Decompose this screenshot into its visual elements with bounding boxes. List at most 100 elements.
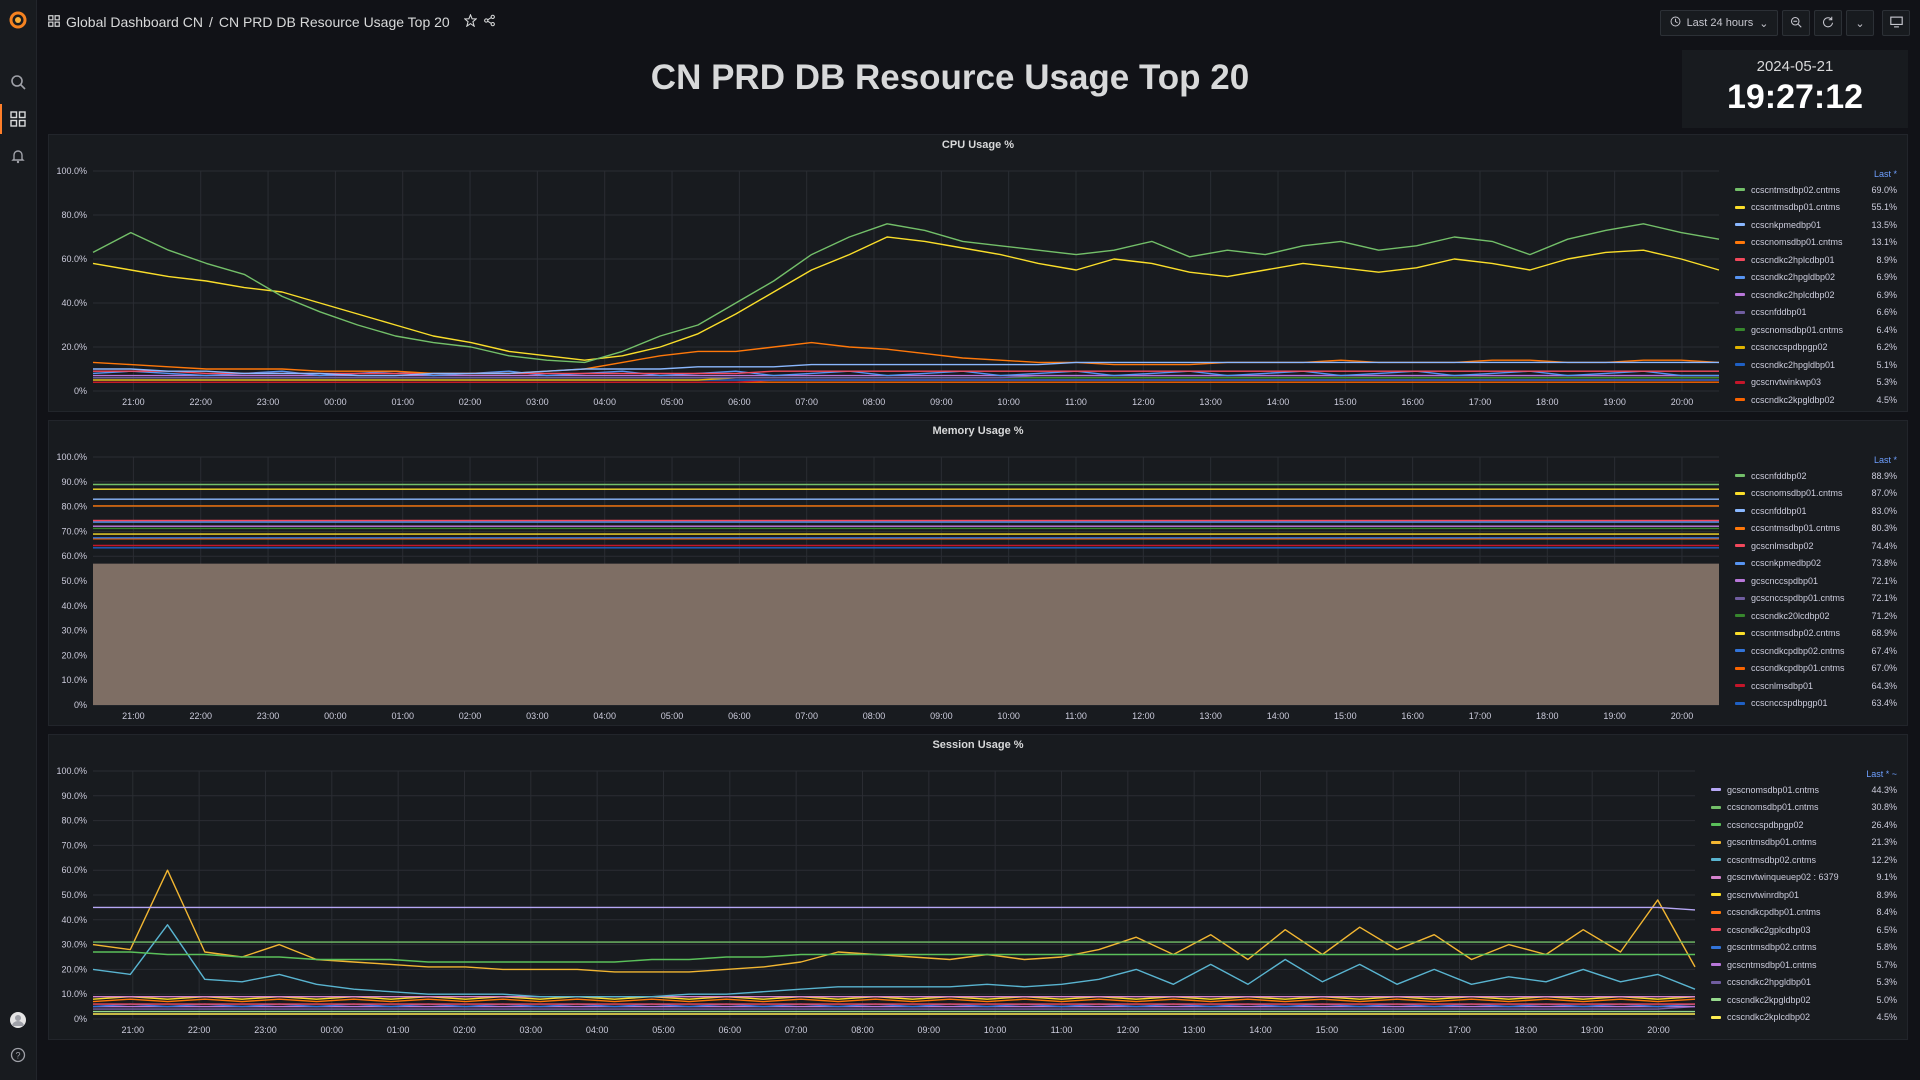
bell-icon[interactable] [6,144,30,168]
session-usage-panel[interactable]: Session Usage % 0% 10.0% 20.0% 30.0% 40.0% 50… [48,734,1908,1040]
legend-last-value: 8.9% [1876,889,1897,900]
session-usage-chart[interactable]: 0% 10.0% 20.0% 30.0% 40.0% 50.0% 60.0% 70.0% 80.… [49,763,1705,1039]
y-tick-label: 0% [74,700,87,710]
legend-item[interactable]: ccscndkc2kpgldbp02 5.0% [1711,991,1901,1009]
series-line[interactable] [93,370,1719,375]
series-line[interactable] [92,998,1696,1003]
legend-item[interactable]: ccscnccspdbpgp02 6.2% [1735,339,1901,357]
x-tick-label: 04:00 [586,1025,609,1035]
legend-item[interactable]: ccscndkcpdbp02.cntms 67.4% [1735,642,1901,660]
x-tick-label: 15:00 [1316,1025,1339,1035]
legend-item[interactable]: gcscnvtwinrdbp01 8.9% [1711,886,1901,904]
chevron-down-icon: ⌄ [1855,17,1865,30]
legend-item[interactable]: ccscnomsdbp01.cntms 30.8% [1711,799,1901,817]
panel-title[interactable]: Session Usage % [932,739,1024,751]
series-line[interactable] [92,223,1720,364]
refresh-interval-dropdown[interactable]: ⌄ [1846,10,1874,36]
breadcrumb-folder-link[interactable]: Global Dashboard CN [66,14,203,30]
legend-item[interactable]: gcscntmsdbp01.cntms 5.7% [1711,956,1901,974]
zoom-out-button[interactable] [1782,10,1810,36]
legend-item[interactable]: ccscnccspdbpgp01 63.4% [1735,695,1901,713]
refresh-button[interactable] [1814,10,1842,36]
series-line[interactable] [92,924,1696,998]
legend-item[interactable]: ccscntmsdbp01.cntms 55.1% [1735,199,1901,217]
legend-item[interactable]: ccscntmsdbp01.cntms 80.3% [1735,520,1901,538]
legend-item[interactable]: gcscnomsdbp01.cntms 44.3% [1711,781,1901,799]
series-line[interactable] [92,236,1720,361]
legend-item[interactable]: ccscndkc2hplcdbp02 6.9% [1735,286,1901,304]
legend-item[interactable]: ccscndkc2hplcdbp01 8.9% [1735,251,1901,269]
legend-item[interactable]: gcscnccspdbp01 72.1% [1735,572,1901,590]
legend-item[interactable]: ccscndkc2hpgldbp02 6.9% [1735,269,1901,287]
time-range-picker[interactable]: Last 24 hours ⌄ [1660,10,1778,36]
legend-last-value: 6.6% [1876,307,1897,318]
legend-item[interactable]: ccscndkcpdbp01.cntms 67.0% [1735,660,1901,678]
x-tick-label: 06:00 [728,711,751,721]
legend-item[interactable]: ccscntmsdbp02.cntms 68.9% [1735,625,1901,643]
search-icon[interactable] [6,70,30,94]
series-line[interactable] [93,906,1696,911]
x-tick-label: 21:00 [122,1025,145,1035]
grafana-logo-icon[interactable] [6,8,30,32]
legend-item[interactable]: ccscnkpmedbp01 13.5% [1735,216,1901,234]
legend-item[interactable]: gcscntmsdbp01.cntms 21.3% [1711,834,1901,852]
legend-last-value: 4.5% [1876,1012,1897,1023]
legend-item[interactable]: ccscndkc2kpgldbp02 4.5% [1735,391,1901,409]
x-tick-label: 08:00 [863,397,886,407]
share-icon[interactable] [483,14,496,30]
legend-series-name: gcscntmsdbp02.cntms [1727,942,1817,953]
series-line[interactable] [93,951,1695,963]
legend-item[interactable]: ccscnccspdbpgp02 26.4% [1711,816,1901,834]
legend-item[interactable]: ccscnlmsdbp01 64.3% [1735,677,1901,695]
cpu-usage-chart[interactable]: 0% 20.0% 40.0% 60.0% 80.0% 100.0% 21:00 22:00 23… [49,163,1729,411]
series-line[interactable] [93,361,1719,377]
legend-swatch [1735,491,1745,495]
legend-item[interactable]: ccscndkc2gplcdbp03 6.5% [1711,921,1901,939]
legend-item[interactable]: ccscndkc2hpgldbp01 5.1% [1735,356,1901,374]
legend-sort-header[interactable]: Last * [1873,455,1897,465]
legend-series-name: ccscnomsdbp01.cntms [1727,802,1819,813]
legend-swatch [1735,398,1745,402]
legend-item[interactable]: ccscnkpmedbp02 73.8% [1735,555,1901,573]
cpu-usage-panel[interactable]: CPU Usage % 0% 20.0% 40.0% 60.0% 80.0% 100.0%… [48,134,1908,412]
panel-title[interactable]: Memory Usage % [932,425,1024,437]
legend-item[interactable]: ccscndkc2kplcdbp02 4.5% [1711,1009,1901,1027]
legend-item[interactable]: ccscnfddbp01 83.0% [1735,502,1901,520]
legend-series-name: gcscnccspdbp01 [1751,575,1819,586]
legend-item[interactable]: ccscndkcpdbp01.cntms 8.4% [1711,904,1901,922]
legend-item[interactable]: gcscnlmsdbp02 74.4% [1735,537,1901,555]
legend-series-name: ccscntmsdbp01.cntms [1751,202,1841,213]
x-tick-label: 10:00 [997,397,1020,407]
memory-usage-chart[interactable]: 0% 10.0% 20.0% 30.0% 40.0% 50.0% 60.0% 70.0% 80.… [49,449,1729,725]
star-icon[interactable] [463,13,478,30]
x-tick-label: 09:00 [918,1025,941,1035]
legend-item[interactable]: gcscntmsdbp02.cntms 5.8% [1711,939,1901,957]
legend-item[interactable]: gcscnccspdbp01.cntms 72.1% [1735,590,1901,608]
legend-item[interactable]: ccscnomsdbp01.cntms 87.0% [1735,485,1901,503]
dashboards-grid-icon[interactable] [6,107,30,131]
legend-item[interactable]: ccscnfddbp02 88.9% [1735,467,1901,485]
panel-title[interactable]: CPU Usage % [941,139,1015,151]
legend-item[interactable]: ccscnomsdbp01.cntms 13.1% [1735,234,1901,252]
legend-sort-header[interactable]: Last * [1873,169,1897,179]
legend-item[interactable]: ccscndkc2hpgldbp01 5.3% [1711,974,1901,992]
avatar[interactable] [6,1008,30,1032]
legend-item[interactable]: ccscnfddbp01 6.6% [1735,304,1901,322]
legend-last-value: 6.9% [1876,289,1897,300]
legend-item[interactable]: ccscndkc20lcdbp02 71.2% [1735,607,1901,625]
legend-last-value: 88.9% [1871,470,1897,481]
legend-sort-header[interactable]: Last * ~ [1866,769,1897,779]
x-tick-label: 22:00 [189,711,212,721]
legend-last-value: 8.9% [1876,254,1897,265]
legend-item[interactable]: gcscnvtwinkwp03 5.3% [1735,374,1901,392]
legend-item[interactable]: gcscnvtwinqueuep02 : 6379 9.1% [1711,869,1901,887]
legend-item[interactable]: ccscntmsdbp02.cntms 69.0% [1735,181,1901,199]
legend-item[interactable]: ccscntmsdbp02.cntms 12.2% [1711,851,1901,869]
breadcrumb-dashboard-title[interactable]: CN PRD DB Resource Usage Top 20 [218,14,450,30]
series-line[interactable] [92,869,1696,973]
series-line[interactable] [93,1005,1696,1010]
legend-item[interactable]: gcscnomsdbp01.cntms 6.4% [1735,321,1901,339]
help-icon[interactable]: ? [6,1043,30,1067]
tv-mode-button[interactable] [1882,10,1910,36]
memory-usage-panel[interactable]: Memory Usage % 0% 10.0% 20.0% 30.0% 40.0% 50.… [48,420,1908,726]
